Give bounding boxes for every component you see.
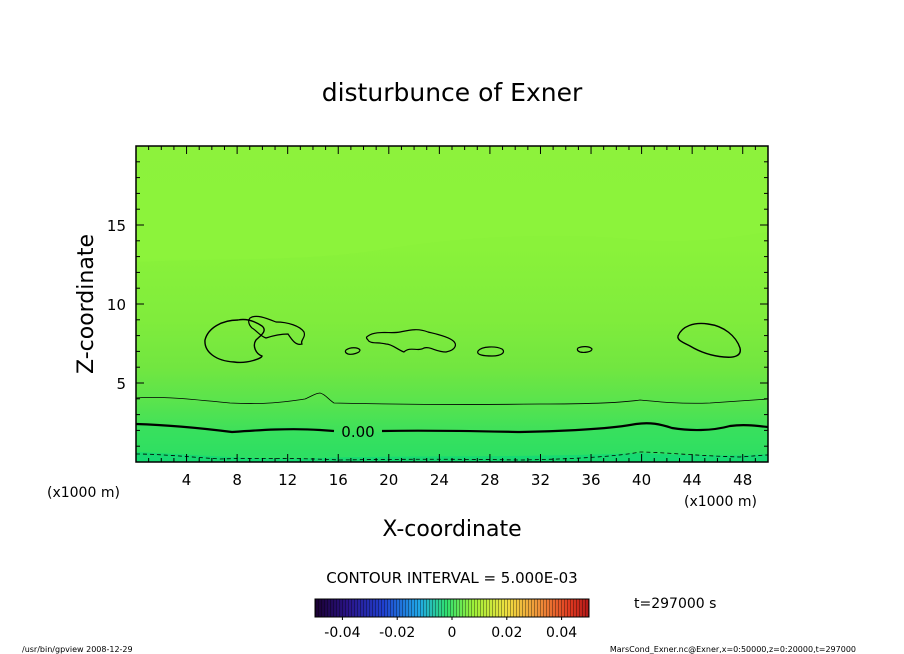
contour-line-zero	[136, 422, 768, 434]
x-tick-label: 48	[733, 471, 752, 489]
contour-interval: CONTOUR INTERVAL = 5.000E-03	[326, 569, 577, 587]
x-tick-label: 12	[278, 471, 297, 489]
contour-cell-7	[677, 322, 741, 358]
y-axis-label: Z-coordinate	[74, 234, 99, 374]
x-tick-label: 32	[531, 471, 550, 489]
colorbar-tick-label: 0.04	[546, 625, 577, 641]
colorbar-tick-label: 0.02	[491, 625, 522, 641]
colorbar-ticks: -0.04 -0.02 0 0.02 0.04	[324, 617, 577, 641]
colorbar-tick-label: 0	[448, 625, 457, 641]
contour-cell-1	[204, 318, 265, 364]
y-tick-label: 10	[107, 296, 126, 314]
chart-title: disturbunce of Exner	[322, 78, 583, 107]
y-tick-label: 5	[116, 375, 126, 393]
colorbar-tick-label: -0.02	[379, 625, 415, 641]
x-unit-right: (x1000 m)	[684, 494, 757, 510]
contour-line-upper	[136, 392, 768, 405]
x-axis-label: X-coordinate	[382, 517, 521, 542]
contour-line-negative	[136, 451, 768, 461]
x-tick-label: 24	[430, 471, 449, 489]
x-tick-label: 44	[683, 471, 702, 489]
contour-cell-4	[365, 329, 456, 353]
contour-label: 0.00	[341, 423, 374, 441]
x-tick-label: 16	[329, 471, 348, 489]
x-tick-label: 36	[581, 471, 600, 489]
x-unit-left: (x1000 m)	[47, 485, 120, 501]
footer-left: /usr/bin/gpview 2008-12-29	[22, 645, 133, 654]
contour-field	[136, 146, 768, 462]
x-tick-label: 4	[182, 471, 192, 489]
x-tick-label: 28	[480, 471, 499, 489]
contour-cell-3	[344, 347, 361, 355]
x-tick-label: 8	[232, 471, 242, 489]
y-tick-label: 15	[107, 217, 126, 235]
x-tick-label: 40	[632, 471, 651, 489]
time-label: t=297000 s	[634, 596, 716, 612]
x-tick-label: 20	[379, 471, 398, 489]
contour-cell-6	[576, 346, 593, 353]
colorbar	[314, 598, 590, 618]
footer-right: MarsCond_Exner.nc@Exner,x=0:50000,z=0:20…	[610, 645, 856, 654]
colorbar-tick-label: -0.04	[324, 625, 360, 641]
contour-cell-5	[477, 346, 505, 357]
contour-cell-2	[248, 315, 306, 345]
